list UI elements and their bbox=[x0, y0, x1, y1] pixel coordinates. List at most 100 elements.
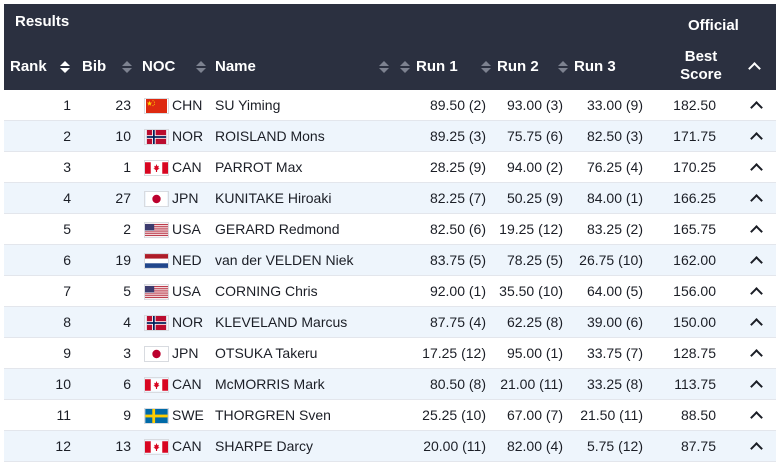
run2-cell: 75.75 (6) bbox=[506, 128, 563, 144]
bib-cell: 2 bbox=[123, 221, 131, 237]
nor-flag-icon bbox=[144, 315, 169, 331]
sort-icon[interactable] bbox=[400, 60, 410, 74]
swe-flag-icon bbox=[144, 408, 169, 424]
run1-cell: 28.25 (9) bbox=[429, 159, 486, 175]
noc-column-header[interactable]: NOC bbox=[142, 58, 207, 75]
table-row[interactable]: 5 2 USA GERARD Redmond 82.50 (6) 19.25 (12) 83… bbox=[4, 214, 776, 245]
noc-cell: NED bbox=[172, 252, 202, 268]
bib-header-label: Bib bbox=[82, 58, 107, 75]
best-score-cell: 87.75 bbox=[680, 438, 716, 454]
best-score-cell: 128.75 bbox=[673, 345, 716, 361]
bib-cell: 9 bbox=[123, 407, 131, 423]
jpn-flag-icon bbox=[144, 346, 169, 362]
noc-cell: SWE bbox=[172, 407, 204, 423]
bib-cell: 1 bbox=[123, 159, 131, 175]
noc-cell: CAN bbox=[172, 159, 202, 175]
sort-icon[interactable] bbox=[558, 60, 568, 74]
table-row[interactable]: 7 5 USA CORNING Chris 92.00 (1) 35.50 (10) 64.… bbox=[4, 276, 776, 307]
can-flag-icon bbox=[144, 439, 169, 455]
sort-icon[interactable] bbox=[122, 60, 133, 74]
bib-cell: 3 bbox=[123, 345, 131, 361]
noc-cell: NOR bbox=[172, 128, 204, 144]
name-column-header[interactable]: Name bbox=[215, 58, 389, 75]
results-title: Results bbox=[15, 13, 70, 30]
best-header-label: Best bbox=[684, 48, 718, 65]
run2-cell: 19.25 (12) bbox=[499, 221, 563, 237]
table-row[interactable]: 11 9 SWE THORGREN Sven 25.25 (10) 67.00 (7) 21… bbox=[4, 400, 776, 431]
run3-cell: 5.75 (12) bbox=[586, 438, 643, 454]
rank-cell: 1 bbox=[63, 97, 71, 113]
table-row[interactable]: 10 6 CAN McMORRIS Mark 80.50 (8) 21.00 (11) 33… bbox=[4, 369, 776, 400]
expand-row-chevron-up-icon[interactable] bbox=[750, 132, 763, 145]
table-row[interactable]: 1 23 CHN SU Yiming 89.50 (2) 93.00 (3) 33.00 (… bbox=[4, 90, 776, 121]
run2-cell: 78.25 (5) bbox=[506, 252, 563, 268]
expand-row-chevron-up-icon[interactable] bbox=[750, 287, 763, 300]
run1-cell: 89.50 (2) bbox=[429, 97, 486, 113]
bib-cell: 6 bbox=[123, 376, 131, 392]
rank-cell: 11 bbox=[56, 407, 71, 423]
expand-row-chevron-up-icon[interactable] bbox=[750, 411, 763, 424]
run3-cell: 33.00 (9) bbox=[586, 97, 643, 113]
run1-cell: 82.25 (7) bbox=[429, 190, 486, 206]
table-row[interactable]: 9 3 JPN OTSUKA Takeru 17.25 (12) 95.00 (1) 33.… bbox=[4, 338, 776, 369]
rank-cell: 4 bbox=[63, 190, 71, 206]
bib-column-header[interactable]: Bib bbox=[82, 58, 133, 75]
noc-cell: USA bbox=[172, 221, 201, 237]
run1-cell: 83.75 (5) bbox=[429, 252, 486, 268]
can-flag-icon bbox=[144, 160, 169, 176]
expand-row-chevron-up-icon[interactable] bbox=[750, 163, 763, 176]
expand-row-chevron-up-icon[interactable] bbox=[750, 194, 763, 207]
run2-header-label: Run 2 bbox=[497, 58, 539, 75]
athlete-name-cell: SHARPE Darcy bbox=[215, 438, 314, 454]
expand-row-chevron-up-icon[interactable] bbox=[750, 256, 763, 269]
table-row[interactable]: 3 1 CAN PARROT Max 28.25 (9) 94.00 (2) 76.25 (… bbox=[4, 152, 776, 183]
bib-cell: 10 bbox=[115, 128, 131, 144]
table-row[interactable]: 12 13 CAN SHARPE Darcy 20.00 (11) 82.00 (4) 5.… bbox=[4, 431, 776, 462]
run3-cell: 39.00 (6) bbox=[586, 314, 643, 330]
expand-row-chevron-up-icon[interactable] bbox=[750, 442, 763, 455]
sort-icon[interactable] bbox=[378, 60, 389, 74]
table-row[interactable]: 6 19 NED van der VELDEN Niek 83.75 (5) 78.25 … bbox=[4, 245, 776, 276]
athlete-name-cell: KLEVELAND Marcus bbox=[215, 314, 348, 330]
run1-cell: 87.75 (4) bbox=[429, 314, 486, 330]
expand-row-chevron-up-icon[interactable] bbox=[750, 225, 763, 238]
noc-cell: NOR bbox=[172, 314, 204, 330]
rank-cell: 6 bbox=[63, 252, 71, 268]
noc-cell: JPN bbox=[172, 190, 199, 206]
bib-cell: 4 bbox=[123, 314, 131, 330]
run2-column-header[interactable]: Run 2 bbox=[481, 58, 539, 75]
sort-icon[interactable] bbox=[196, 60, 207, 74]
best-score-column-header[interactable]: Best Score bbox=[671, 48, 731, 84]
best-score-cell: 182.50 bbox=[673, 97, 716, 113]
sort-icon[interactable] bbox=[481, 60, 491, 74]
can-flag-icon bbox=[144, 377, 169, 393]
expand-row-chevron-up-icon[interactable] bbox=[750, 349, 763, 362]
table-row[interactable]: 8 4 NOR KLEVELAND Marcus 87.75 (4) 62.25 (8) 3… bbox=[4, 307, 776, 338]
table-row[interactable]: 2 10 NOR ROISLAND Mons 89.25 (3) 75.75 (6) 82.… bbox=[4, 121, 776, 152]
sort-active-icon[interactable] bbox=[59, 60, 70, 74]
expand-row-chevron-up-icon[interactable] bbox=[750, 101, 763, 114]
table-row[interactable]: 4 27 JPN KUNITAKE Hiroaki 82.25 (7) 50.25 (9)… bbox=[4, 183, 776, 214]
athlete-name-cell: OTSUKA Takeru bbox=[215, 345, 318, 361]
best-score-cell: 166.25 bbox=[673, 190, 716, 206]
best-score-cell: 162.00 bbox=[673, 252, 716, 268]
run3-column-header[interactable]: Run 3 bbox=[558, 58, 616, 75]
athlete-name-cell: GERARD Redmond bbox=[215, 221, 340, 237]
athlete-name-cell: THORGREN Sven bbox=[215, 407, 331, 423]
athlete-name-cell: McMORRIS Mark bbox=[215, 376, 325, 392]
score-header-label: Score bbox=[680, 66, 722, 83]
usa-flag-icon bbox=[144, 284, 169, 300]
run1-column-header[interactable]: Run 1 bbox=[400, 58, 458, 75]
best-score-cell: 150.00 bbox=[673, 314, 716, 330]
collapse-all-chevron-up-icon[interactable] bbox=[748, 62, 761, 75]
expand-row-chevron-up-icon[interactable] bbox=[750, 318, 763, 331]
expand-row-chevron-up-icon[interactable] bbox=[750, 380, 763, 393]
chn-flag-icon bbox=[144, 98, 169, 114]
name-header-label: Name bbox=[215, 58, 256, 75]
results-table: Results Official Rank Bib NOC Name Run 1… bbox=[4, 4, 776, 462]
rank-column-header[interactable]: Rank bbox=[10, 58, 70, 75]
run3-cell: 82.50 (3) bbox=[586, 128, 643, 144]
athlete-name-cell: ROISLAND Mons bbox=[215, 128, 325, 144]
jpn-flag-icon bbox=[144, 191, 169, 207]
athlete-name-cell: SU Yiming bbox=[215, 97, 281, 113]
